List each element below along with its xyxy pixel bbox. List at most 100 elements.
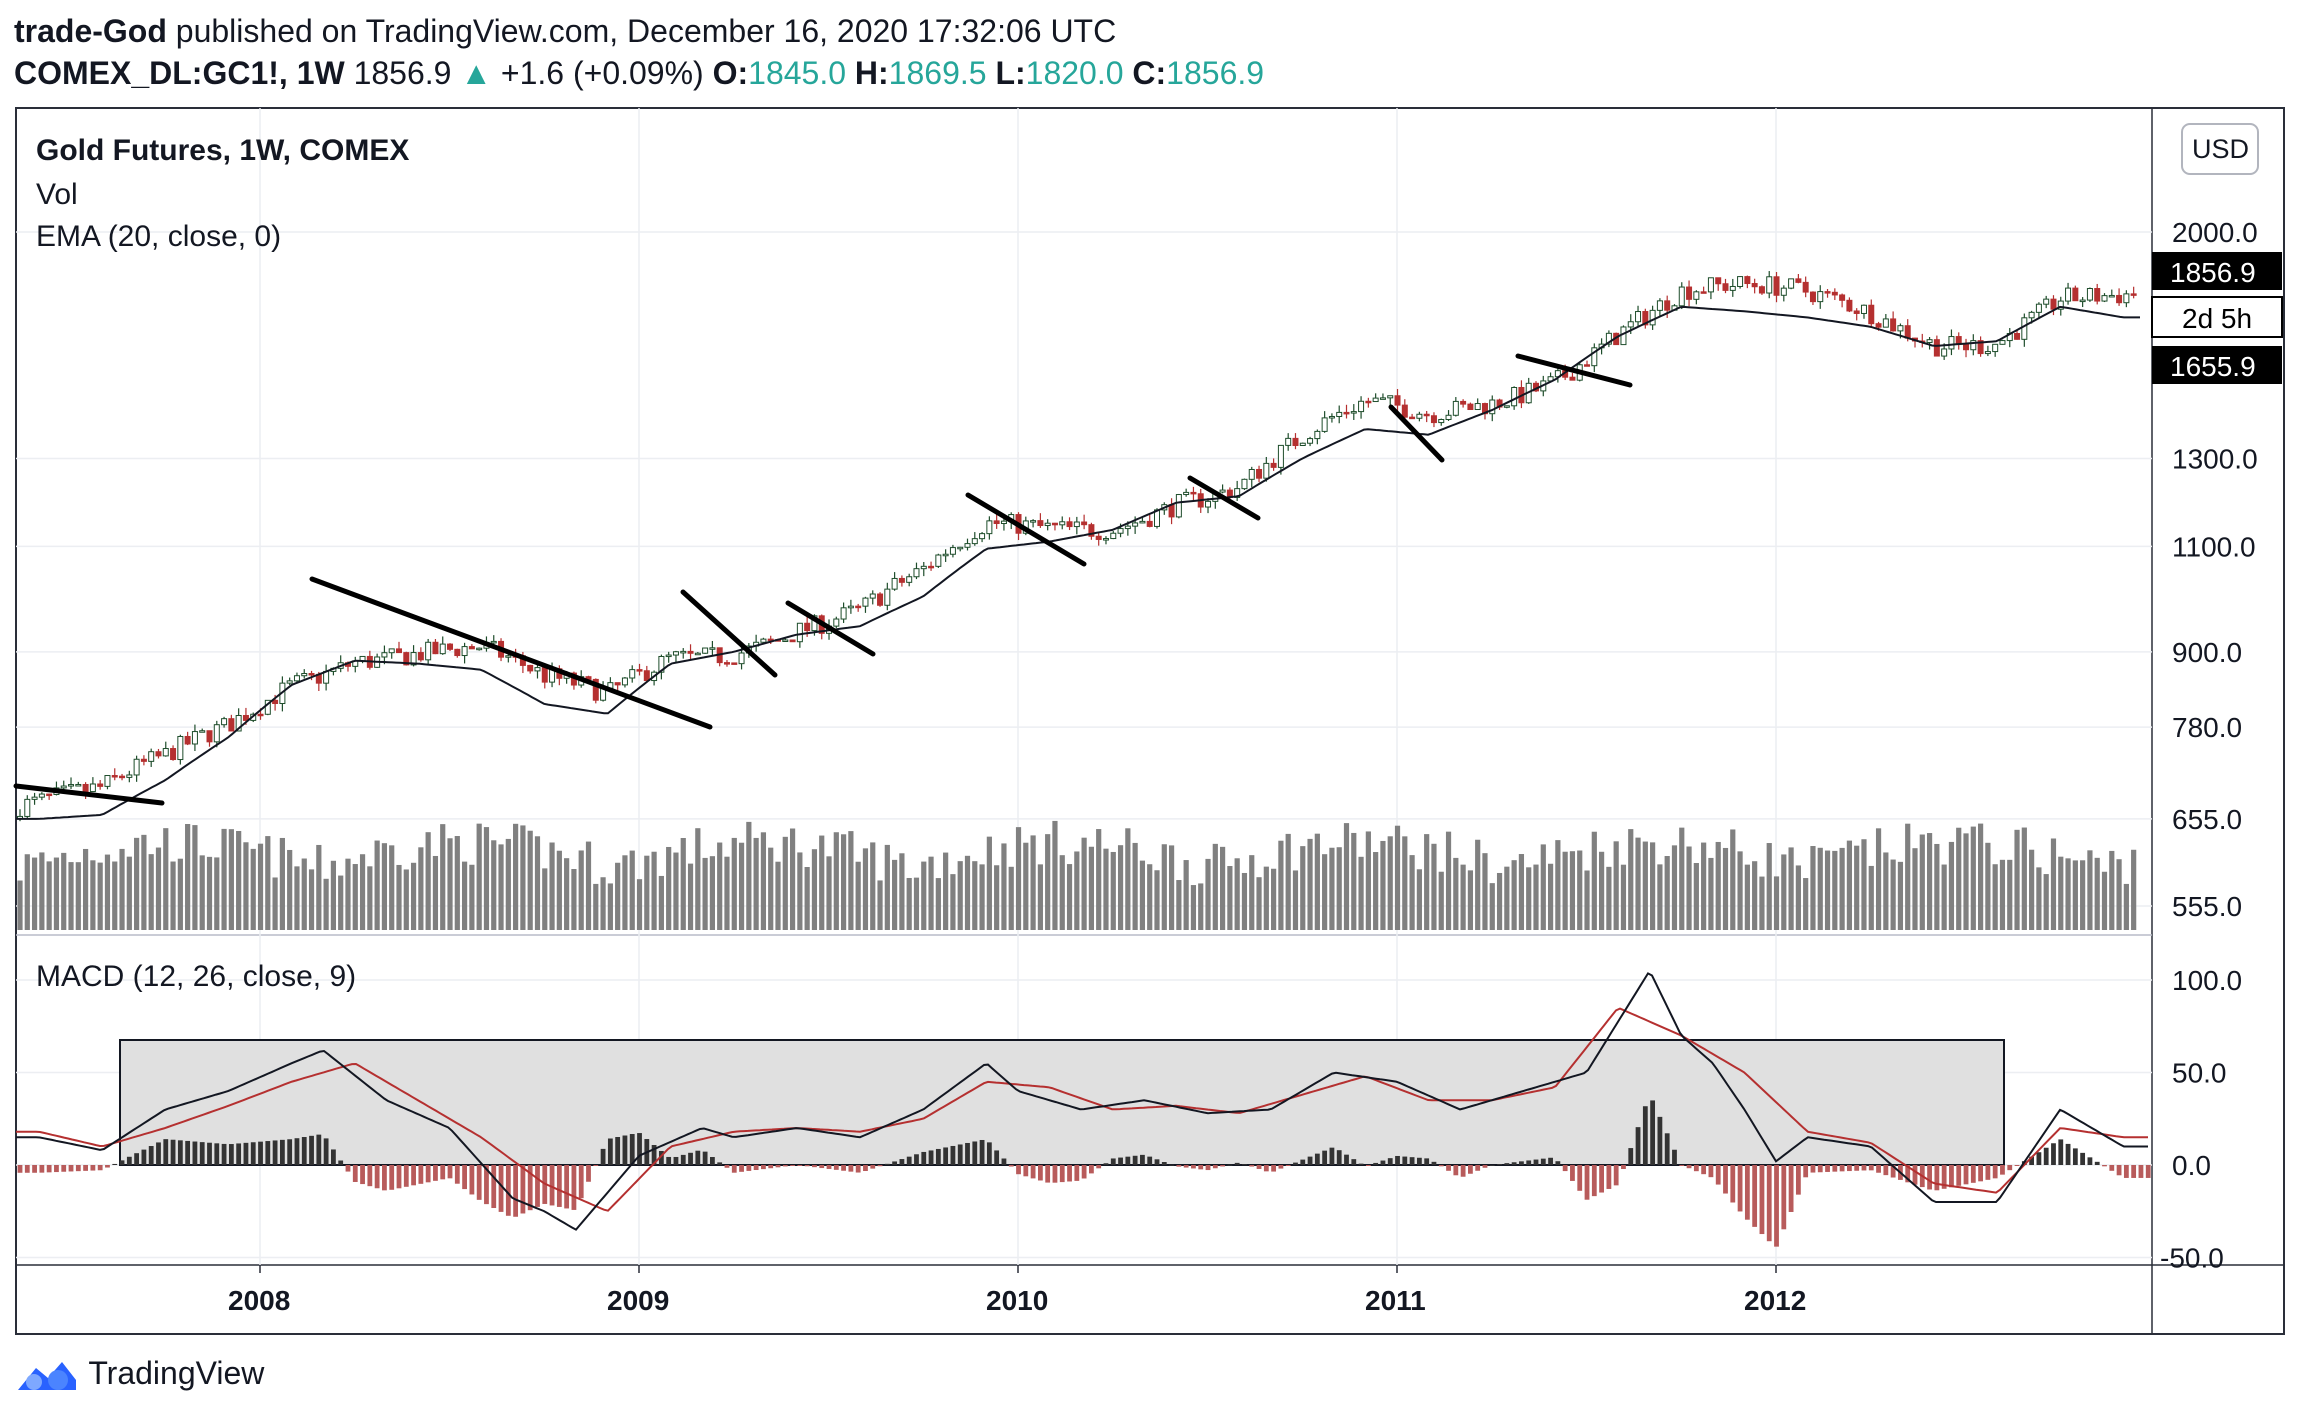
- candle-body: [971, 538, 978, 545]
- candle-body: [1190, 491, 1197, 495]
- candle-body: [877, 593, 884, 606]
- close-value: 1856.9: [1166, 55, 1265, 91]
- candle-body: [636, 669, 643, 672]
- footer-brand[interactable]: TradingView: [88, 1355, 265, 1391]
- trendline-8[interactable]: [1515, 353, 1633, 388]
- trendline-4[interactable]: [785, 600, 876, 657]
- candle-body: [388, 648, 395, 654]
- candle-body: [1642, 311, 1649, 326]
- volume-bar: [1110, 851, 1116, 930]
- macd-histogram-bar: [1985, 1165, 1991, 1180]
- volume-bar: [855, 861, 861, 930]
- last-price-tag: [2152, 252, 2282, 290]
- candle-body: [1409, 416, 1416, 420]
- volume-bar: [1905, 823, 1911, 930]
- macd-histogram-bar: [1628, 1148, 1634, 1165]
- macd-histogram-bar: [1183, 1165, 1189, 1168]
- trendline-3[interactable]: [680, 589, 778, 678]
- volume-bar: [760, 832, 767, 930]
- candle-body: [1656, 300, 1663, 311]
- candle-body: [1263, 462, 1270, 479]
- candle-body: [2123, 293, 2130, 304]
- candle-body: [2108, 294, 2115, 298]
- price-axis-label: 2000.0: [2172, 217, 2258, 248]
- macd-histogram-bar: [1030, 1165, 1036, 1179]
- candle-body: [301, 673, 308, 677]
- volume-bar: [134, 837, 140, 930]
- volume-bar: [425, 832, 431, 930]
- trendline-6[interactable]: [1187, 475, 1261, 521]
- volume-bar: [1125, 828, 1131, 930]
- candle-body: [1467, 403, 1474, 411]
- candle-body: [1438, 418, 1445, 424]
- volume-bar: [2087, 850, 2093, 930]
- volume-bar: [753, 837, 759, 930]
- macd-histogram-bar: [1635, 1127, 1641, 1165]
- macd-histogram-bar: [928, 1150, 934, 1165]
- candle-body: [2021, 317, 2028, 340]
- macd-histogram-bar: [797, 1165, 803, 1166]
- macd-histogram-bar: [2094, 1161, 2100, 1165]
- macd-histogram-bar: [1562, 1165, 1568, 1172]
- macd-histogram-bar: [462, 1165, 467, 1190]
- macd-histogram-bar: [163, 1139, 169, 1165]
- volume-bar: [1482, 853, 1488, 930]
- volume-bar: [797, 852, 803, 930]
- macd-histogram-bar: [1744, 1165, 1750, 1220]
- macd-histogram-bar: [301, 1137, 307, 1165]
- volume-bar: [1730, 829, 1736, 930]
- candle-body: [1474, 403, 1481, 411]
- candle-body: [1890, 318, 1897, 332]
- macd-histogram-bar: [1701, 1165, 1707, 1175]
- volume-bar: [1329, 847, 1335, 930]
- candle-body: [2101, 295, 2108, 302]
- macd-histogram-bar: [454, 1165, 460, 1184]
- candle-body: [1970, 340, 1977, 351]
- chart-canvas[interactable]: Gold Futures, 1W, COMEX Vol EMA (20, clo…: [0, 0, 2299, 1340]
- volume-bar: [1555, 840, 1561, 930]
- macd-histogram-bar: [1657, 1116, 1663, 1165]
- low-value: 1820.0: [1025, 55, 1124, 91]
- trendline-1[interactable]: [13, 783, 165, 806]
- author-name[interactable]: trade-God: [14, 13, 167, 49]
- volume-bar: [629, 850, 635, 930]
- candle-body: [140, 758, 147, 762]
- macd-histogram-bar: [688, 1152, 693, 1165]
- volume-bar: [1504, 866, 1510, 930]
- trendline-2[interactable]: [309, 576, 713, 730]
- volume-bar: [1409, 855, 1415, 930]
- macd-histogram-bar: [833, 1165, 839, 1170]
- trendline-5[interactable]: [965, 492, 1087, 567]
- macd-histogram-bar: [309, 1135, 314, 1165]
- macd-histogram-bar: [1847, 1165, 1852, 1172]
- macd-histogram-bar: [17, 1165, 23, 1173]
- currency-button[interactable]: [2181, 123, 2259, 175]
- macd-histogram-bar: [1242, 1164, 1247, 1166]
- volume-bar: [1650, 842, 1656, 930]
- macd-histogram-bar: [61, 1165, 67, 1172]
- candle-body: [1146, 520, 1153, 527]
- macd-histogram-bar: [1314, 1153, 1320, 1165]
- candle-body: [1511, 386, 1518, 407]
- volume-bar: [2050, 838, 2057, 930]
- volume-bar: [1190, 885, 1197, 930]
- volume-bar: [811, 849, 818, 930]
- macd-histogram-bar: [2145, 1165, 2151, 1178]
- trendline-7[interactable]: [1388, 404, 1445, 463]
- macd-histogram-bar: [1176, 1165, 1182, 1167]
- volume-bar: [1278, 840, 1284, 930]
- symbol-label: COMEX_DL:GC1!, 1W: [14, 55, 345, 91]
- macd-histogram-bar: [804, 1165, 810, 1167]
- macd-histogram-bar: [1271, 1165, 1277, 1172]
- macd-histogram-bar: [899, 1159, 905, 1165]
- macd-histogram-bar: [1052, 1165, 1058, 1183]
- candle-body: [1416, 413, 1423, 419]
- volume-bar: [1664, 856, 1670, 930]
- volume-bar: [1183, 860, 1189, 930]
- macd-histogram-bar: [1365, 1165, 1371, 1166]
- candle-body: [1868, 304, 1875, 325]
- macd-histogram-bar: [1336, 1150, 1342, 1165]
- volume-bar: [1861, 839, 1867, 930]
- tradingview-logo-icon: [18, 1361, 76, 1390]
- volume-bar: [1803, 878, 1809, 930]
